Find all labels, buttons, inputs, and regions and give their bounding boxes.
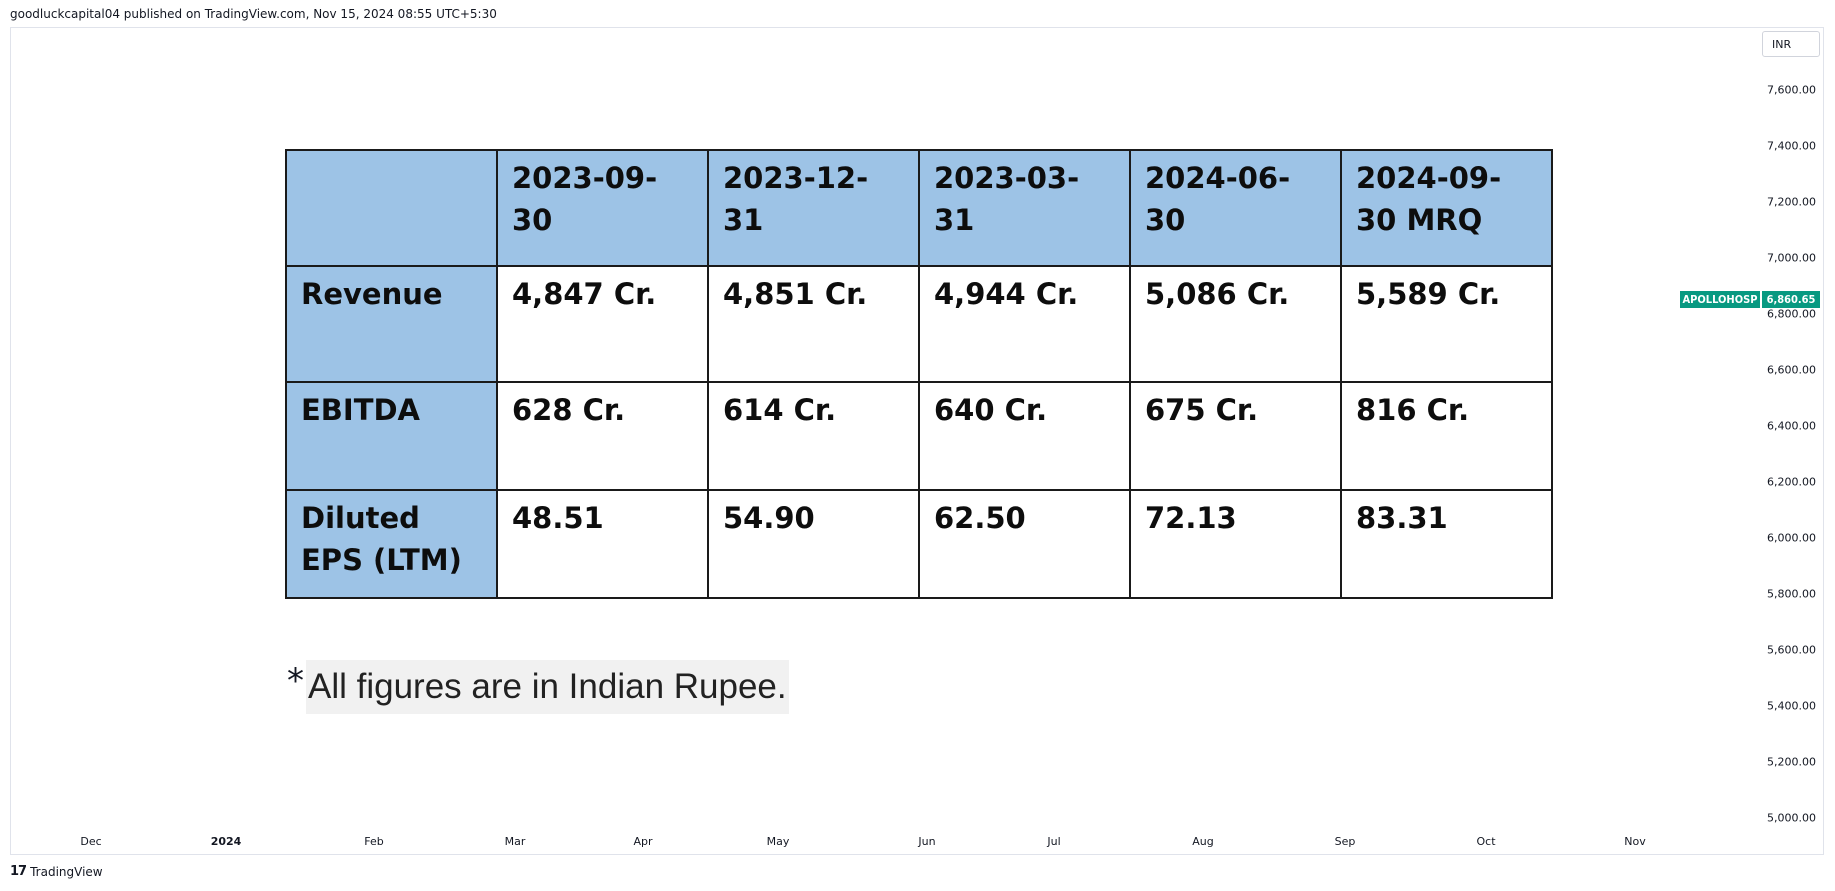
footnote-asterisk: *: [287, 661, 304, 701]
table-header-row: 2023-09-30 2023-12-31 2023-03-31 2024-06…: [285, 149, 1553, 267]
table-cell: 62.50: [918, 489, 1131, 599]
tradingview-brand[interactable]: 17 TradingView: [10, 864, 103, 879]
column-header: 2023-12-31: [707, 149, 920, 267]
price-tick: 5,200.00: [1767, 755, 1816, 769]
table-cell: 48.51: [496, 489, 709, 599]
time-tick: Apr: [633, 835, 653, 848]
table-cell: 640 Cr.: [918, 381, 1131, 491]
table-cell: 816 Cr.: [1340, 381, 1553, 491]
table-row: EBITDA 628 Cr. 614 Cr. 640 Cr. 675 Cr. 8…: [285, 381, 1553, 491]
table-corner-cell: [285, 149, 498, 267]
column-header: 2024-09-30 MRQ: [1340, 149, 1553, 267]
footnote: * All figures are in Indian Rupee.: [287, 660, 789, 714]
table-row: Diluted EPS (LTM) 48.51 54.90 62.50 72.1…: [285, 489, 1553, 599]
column-header: 2024-06-30: [1129, 149, 1342, 267]
price-tick: 6,800.00: [1767, 307, 1816, 321]
table-cell: 72.13: [1129, 489, 1342, 599]
footnote-text: All figures are in Indian Rupee.: [306, 660, 789, 714]
price-tick: 7,600.00: [1767, 83, 1816, 97]
time-tick: Sep: [1334, 835, 1356, 848]
time-tick: Mar: [504, 835, 526, 848]
column-header: 2023-03-31: [918, 149, 1131, 267]
time-tick: Jul: [1047, 835, 1061, 848]
price-tick: 6,600.00: [1767, 363, 1816, 377]
row-header: Diluted EPS (LTM): [285, 489, 498, 599]
table-cell: 83.31: [1340, 489, 1553, 599]
time-tick: Oct: [1476, 835, 1496, 848]
price-tick: 7,200.00: [1767, 195, 1816, 209]
row-header: Revenue: [285, 265, 498, 383]
row-header: EBITDA: [285, 381, 498, 491]
time-tick: Nov: [1624, 835, 1646, 848]
tradingview-logo-icon: 17: [10, 864, 27, 879]
time-tick: Dec: [80, 835, 102, 848]
table-cell: 628 Cr.: [496, 381, 709, 491]
price-tick: 5,000.00: [1767, 811, 1816, 825]
table-cell: 675 Cr.: [1129, 381, 1342, 491]
last-price-tag: 6,860.65: [1762, 291, 1820, 308]
price-tick: 7,400.00: [1767, 139, 1816, 153]
price-tick: 5,400.00: [1767, 699, 1816, 713]
financials-table: 2023-09-30 2023-12-31 2023-03-31 2024-06…: [285, 149, 1553, 599]
price-tick: 5,800.00: [1767, 587, 1816, 601]
price-tick: 7,000.00: [1767, 251, 1816, 265]
column-header: 2023-09-30: [496, 149, 709, 267]
price-tick: 6,200.00: [1767, 475, 1816, 489]
table-row: Revenue 4,847 Cr. 4,851 Cr. 4,944 Cr. 5,…: [285, 265, 1553, 383]
publisher-line: goodluckcapital04 published on TradingVi…: [10, 7, 497, 21]
time-tick: 2024: [210, 835, 242, 848]
table-cell: 4,847 Cr.: [496, 265, 709, 383]
table-cell: 614 Cr.: [707, 381, 920, 491]
currency-selector[interactable]: INR: [1762, 31, 1820, 57]
price-tick: 6,000.00: [1767, 531, 1816, 545]
time-tick: Feb: [364, 835, 384, 848]
time-tick: Aug: [1192, 835, 1214, 848]
table-cell: 5,086 Cr.: [1129, 265, 1342, 383]
table-cell: 4,851 Cr.: [707, 265, 920, 383]
brand-name: TradingView: [30, 864, 103, 879]
time-tick: Jun: [918, 835, 936, 848]
price-tick: 5,600.00: [1767, 643, 1816, 657]
symbol-ticker-tag[interactable]: APOLLOHOSP: [1680, 291, 1760, 308]
table-cell: 5,589 Cr.: [1340, 265, 1553, 383]
time-tick: May: [766, 835, 790, 848]
price-tick: 6,400.00: [1767, 419, 1816, 433]
table-cell: 54.90: [707, 489, 920, 599]
table-cell: 4,944 Cr.: [918, 265, 1131, 383]
